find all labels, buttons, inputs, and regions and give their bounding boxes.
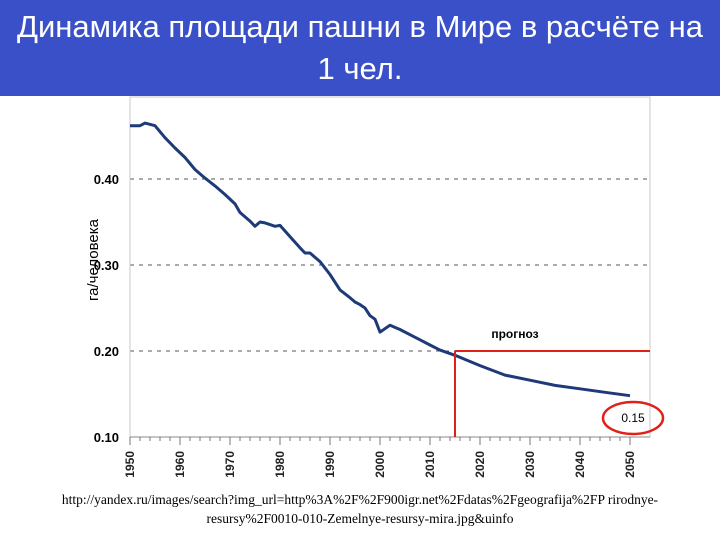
- end-value-highlight: [601, 400, 665, 436]
- x-tick-label: 1980: [273, 451, 287, 478]
- y-axis: 0.10 0.20 0.30 0.40: [94, 172, 119, 445]
- x-tick-label: 2010: [423, 451, 437, 478]
- x-tick-label: 2000: [373, 451, 387, 478]
- forecast-markers: [454, 350, 650, 437]
- x-tick-label: 2040: [573, 451, 587, 478]
- x-tick-label: 1960: [173, 451, 187, 478]
- chart-title: Динамика площади пашни в Мире в расчёте …: [16, 9, 704, 86]
- x-tick-label: 1990: [323, 451, 337, 478]
- y-tick-label: 0.40: [94, 172, 119, 187]
- y-tick-label: 0.20: [94, 344, 119, 359]
- x-tick-label: 1970: [223, 451, 237, 478]
- y-tick-label: 0.10: [94, 430, 119, 445]
- title-bar: Динамика площади пашни в Мире в расчёте …: [0, 0, 720, 96]
- forecast-label: прогноз: [491, 327, 538, 341]
- y-tick-label: 0.30: [94, 258, 119, 273]
- x-tick-label: 1950: [123, 451, 137, 478]
- plot-border: [129, 96, 651, 438]
- end-value-label: 0.15: [621, 411, 645, 425]
- x-tick-label: 2020: [473, 451, 487, 478]
- x-tick-label: 2050: [623, 451, 637, 478]
- series-line: [130, 121, 631, 398]
- y-axis-label: га/человека: [85, 218, 102, 301]
- x-tick-label: 2030: [523, 451, 537, 478]
- x-axis: 1950 1960 1970 1980 1990 2000 2010 2020 2030 2040…: [123, 437, 637, 478]
- source-caption: http://yandex.ru/images/search?img_url=h…: [61, 492, 659, 526]
